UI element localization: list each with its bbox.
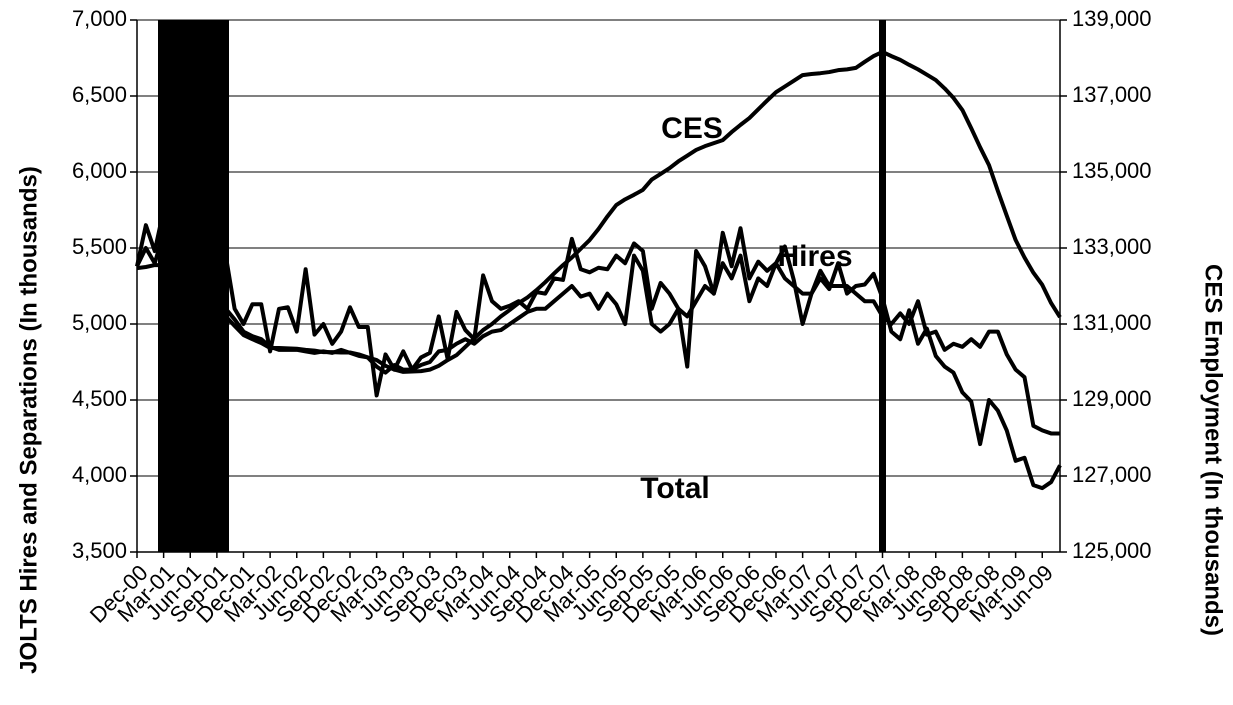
y2-tick-label: 125,000	[1072, 538, 1152, 563]
series-label: Hires	[777, 240, 852, 273]
series-label: CES	[661, 112, 723, 145]
y2-tick-label: 131,000	[1072, 310, 1152, 335]
y2-tick-label: 127,000	[1072, 462, 1152, 487]
y2-tick-label: 135,000	[1072, 158, 1152, 183]
y-tick-label: 4,000	[72, 462, 127, 487]
y-tick-label: 3,500	[72, 538, 127, 563]
y-tick-label: 5,000	[72, 310, 127, 335]
y2-tick-label: 137,000	[1072, 82, 1152, 107]
y2-axis-title: CES Employment (In thousands)	[1200, 264, 1227, 636]
y2-tick-label: 139,000	[1072, 6, 1152, 31]
y-tick-label: 5,500	[72, 234, 127, 259]
series-label: Total	[640, 472, 709, 505]
y-tick-label: 6,500	[72, 82, 127, 107]
recession-start-line	[879, 20, 886, 552]
y2-tick-label: 133,000	[1072, 234, 1152, 259]
series-line	[136, 49, 1062, 374]
y-tick-label: 4,500	[72, 386, 127, 411]
y2-tick-label: 129,000	[1072, 386, 1152, 411]
y-tick-label: 7,000	[72, 6, 127, 31]
y-axis-title: JOLTS Hires and Separations (In thousand…	[15, 166, 42, 674]
y-tick-label: 6,000	[72, 158, 127, 183]
